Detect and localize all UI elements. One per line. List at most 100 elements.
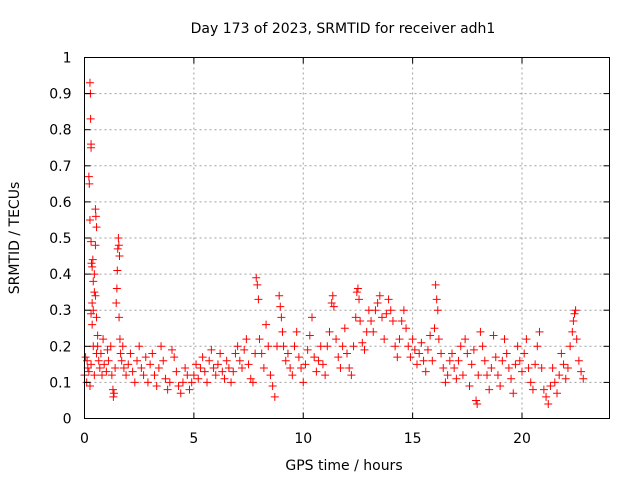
data-point bbox=[356, 317, 365, 326]
data-point bbox=[458, 371, 467, 380]
data-point bbox=[174, 382, 183, 391]
data-point bbox=[283, 349, 292, 358]
data-point bbox=[434, 335, 443, 344]
data-point bbox=[555, 371, 564, 380]
data-point bbox=[430, 324, 439, 333]
data-point bbox=[90, 288, 99, 297]
data-point bbox=[106, 342, 115, 351]
data-point bbox=[115, 335, 124, 344]
data-point bbox=[87, 143, 96, 152]
data-point bbox=[336, 363, 345, 372]
data-point bbox=[277, 313, 286, 322]
data-point bbox=[535, 327, 544, 336]
data-point bbox=[571, 306, 580, 315]
data-point bbox=[88, 320, 97, 329]
data-point bbox=[286, 363, 295, 372]
data-point bbox=[553, 389, 561, 398]
data-point bbox=[88, 298, 97, 307]
data-point bbox=[254, 295, 263, 304]
data-point bbox=[255, 335, 264, 344]
x-tick-label: 0 bbox=[80, 431, 89, 447]
data-point bbox=[90, 371, 99, 380]
data-point bbox=[343, 349, 351, 358]
data-point bbox=[452, 374, 461, 383]
chart-title: Day 173 of 2023, SRMTID for receiver adh… bbox=[191, 21, 496, 37]
data-point bbox=[99, 335, 108, 344]
data-point bbox=[91, 291, 100, 300]
data-point bbox=[146, 360, 155, 369]
data-point bbox=[480, 356, 489, 365]
data-point bbox=[328, 291, 337, 300]
data-point bbox=[222, 356, 231, 365]
data-point bbox=[233, 342, 242, 351]
data-point bbox=[445, 356, 454, 365]
data-point bbox=[213, 360, 222, 369]
x-axis-label: GPS time / hours bbox=[285, 458, 402, 474]
data-point bbox=[569, 317, 578, 326]
data-point bbox=[524, 363, 533, 372]
data-points bbox=[80, 78, 588, 409]
data-point bbox=[200, 367, 209, 376]
data-point bbox=[115, 313, 124, 322]
data-point bbox=[104, 356, 113, 365]
y-tick-label: 0.4 bbox=[49, 267, 71, 283]
data-point bbox=[351, 313, 360, 322]
data-point bbox=[388, 317, 397, 326]
data-point bbox=[476, 327, 485, 336]
data-point bbox=[119, 363, 128, 372]
data-point bbox=[303, 345, 312, 354]
data-point bbox=[456, 342, 465, 351]
data-point bbox=[196, 363, 205, 372]
y-axis-ticks: 0 0.1 0.2 0.3 0.4 0.5 0.6 0.7 0.8 0.9 1 bbox=[49, 51, 610, 428]
data-point bbox=[329, 302, 338, 311]
data-point bbox=[426, 331, 435, 340]
data-point bbox=[218, 367, 227, 376]
data-point bbox=[116, 349, 125, 358]
data-point bbox=[334, 353, 343, 362]
x-tick-label: 5 bbox=[189, 431, 198, 447]
data-point bbox=[369, 327, 378, 336]
data-point bbox=[114, 241, 123, 250]
data-point bbox=[367, 317, 376, 326]
data-point bbox=[205, 356, 214, 365]
data-point bbox=[491, 353, 500, 362]
data-point bbox=[563, 363, 572, 372]
data-point bbox=[102, 367, 111, 376]
data-point bbox=[152, 382, 161, 391]
data-point bbox=[371, 306, 380, 315]
data-point bbox=[393, 353, 402, 362]
data-point bbox=[181, 363, 190, 372]
data-point bbox=[391, 342, 400, 351]
data-point bbox=[454, 356, 463, 365]
data-point bbox=[209, 363, 218, 372]
data-point bbox=[353, 284, 362, 293]
data-point bbox=[533, 342, 542, 351]
data-point bbox=[130, 378, 139, 387]
x-tick-label: 15 bbox=[404, 431, 422, 447]
x-axis-ticks: 0 5 10 15 20 bbox=[80, 57, 531, 447]
data-point bbox=[570, 309, 579, 318]
data-point bbox=[312, 367, 321, 376]
y-tick-label: 0.7 bbox=[49, 159, 71, 175]
data-point bbox=[542, 392, 551, 401]
data-point bbox=[96, 349, 105, 358]
data-point bbox=[513, 342, 522, 351]
data-point bbox=[327, 298, 336, 307]
data-point bbox=[579, 374, 588, 383]
data-point bbox=[518, 367, 526, 376]
data-point bbox=[103, 345, 112, 354]
data-point bbox=[86, 114, 95, 123]
data-point bbox=[294, 353, 303, 362]
data-point bbox=[419, 356, 428, 365]
y-axis-label: SRMTID / TECUs bbox=[7, 182, 23, 295]
data-point bbox=[450, 363, 459, 372]
data-point bbox=[161, 374, 170, 383]
data-point bbox=[259, 363, 268, 372]
data-point bbox=[187, 378, 196, 387]
data-point bbox=[522, 335, 531, 344]
data-point bbox=[281, 356, 290, 365]
y-tick-label: 0.8 bbox=[49, 123, 71, 139]
data-point bbox=[98, 371, 106, 380]
data-point bbox=[546, 382, 555, 391]
